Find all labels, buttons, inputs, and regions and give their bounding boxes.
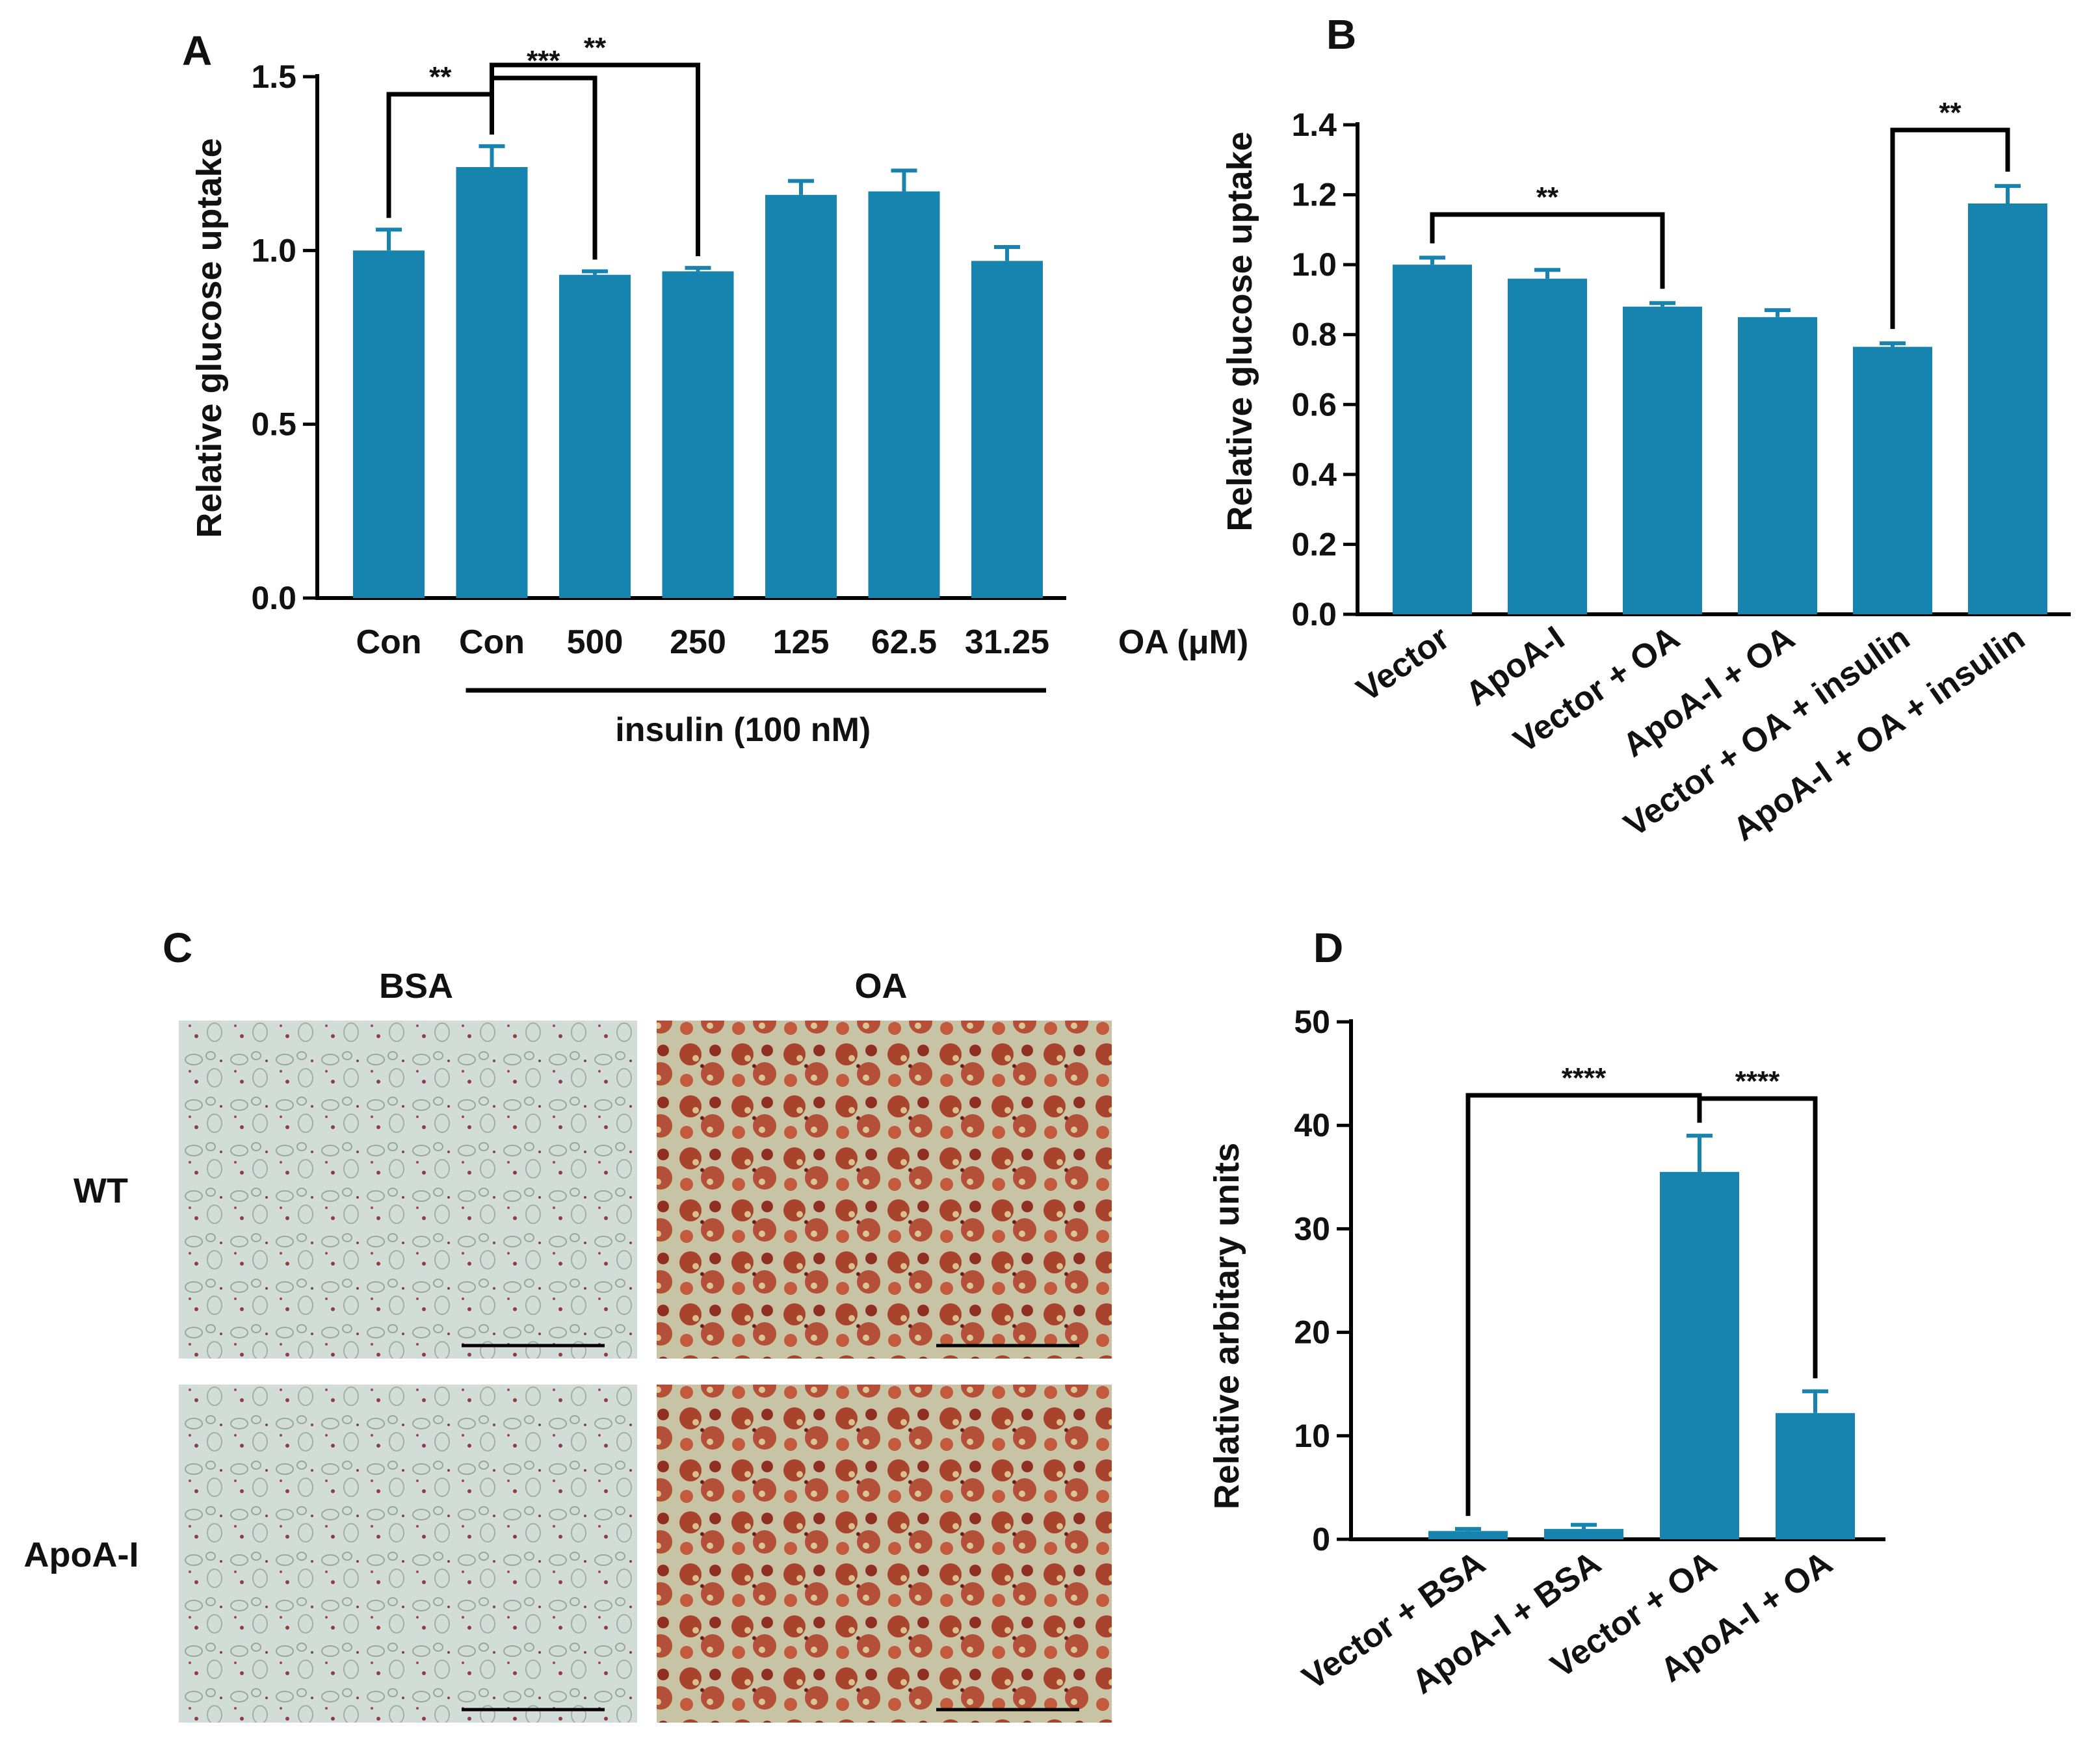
bar xyxy=(1968,203,2047,615)
bar xyxy=(1544,1529,1623,1539)
y-tick-label: 0.0 xyxy=(251,580,296,616)
panel-letter-a: A xyxy=(182,27,212,74)
y-tick-label: 0 xyxy=(1312,1521,1330,1557)
y-axis-label: Relative arbitary units xyxy=(1207,1143,1246,1509)
bar xyxy=(1776,1413,1855,1539)
y-tick-label: 0.6 xyxy=(1291,386,1337,423)
x-tick-label: Con xyxy=(459,623,525,661)
panel-letter-b: B xyxy=(1326,11,1356,58)
bar xyxy=(971,261,1043,599)
bar xyxy=(1623,306,1702,614)
col-label-bsa: BSA xyxy=(379,967,453,1006)
y-axis-label: Relative glucose uptake xyxy=(1220,131,1259,531)
significance-label: ** xyxy=(429,61,452,93)
significance-label: ** xyxy=(1939,97,1962,129)
bar xyxy=(1738,317,1817,614)
significance-label: ** xyxy=(584,32,607,64)
bar xyxy=(662,271,734,598)
micrograph-wt-oa xyxy=(657,1021,1112,1359)
significance-bracket xyxy=(490,62,700,257)
y-tick-label: 0.4 xyxy=(1291,456,1337,493)
row-label-apoa: ApoA-I xyxy=(24,1535,139,1574)
y-tick-label: 30 xyxy=(1294,1210,1330,1247)
x-tick-label: 125 xyxy=(773,623,830,661)
y-tick-label: 1.5 xyxy=(251,59,296,95)
micrograph-apoa-bsa xyxy=(179,1385,637,1723)
y-tick-label: 1.0 xyxy=(251,232,296,268)
significance-bracket xyxy=(1890,127,2010,330)
significance-label: *** xyxy=(527,45,560,77)
chart-a: 0.0 0.5 1.0 1.5 Relative glucose uptake Con Co… xyxy=(190,32,1248,749)
bar xyxy=(1853,346,1932,614)
panel-c-images: BSA OA WT ApoA-I xyxy=(24,967,1112,1723)
x-axis-suffix-label: OA (μM) xyxy=(1118,623,1248,661)
micrograph-apoa-oa xyxy=(657,1385,1112,1723)
insulin-group-label: insulin (100 nM) xyxy=(615,711,871,749)
y-axis-label: Relative glucose uptake xyxy=(190,138,229,538)
significance-bracket xyxy=(1697,1096,1818,1379)
x-tick-label: 31.25 xyxy=(965,623,1049,661)
x-tick-label: 500 xyxy=(567,623,623,661)
chart-b: 0.0 0.2 0.4 0.6 0.8 1.0 1.2 1.4 Relative glucose… xyxy=(1220,97,2071,848)
row-label-wt: WT xyxy=(73,1171,128,1210)
y-tick-label: 0.5 xyxy=(251,406,296,443)
significance-label: ** xyxy=(1536,181,1559,213)
bar xyxy=(1508,278,1587,615)
x-tick-label: 250 xyxy=(670,623,726,661)
bar xyxy=(1428,1531,1508,1539)
bar xyxy=(765,194,837,599)
y-tick-label: 0.0 xyxy=(1291,596,1337,632)
micrograph-wt-bsa xyxy=(179,1021,637,1359)
significance-label: **** xyxy=(1735,1065,1780,1097)
y-tick-label: 20 xyxy=(1294,1314,1330,1351)
y-tick-label: 1.2 xyxy=(1291,177,1337,213)
bar xyxy=(1660,1171,1739,1539)
x-tick-label: Con xyxy=(356,623,421,661)
y-tick-label: 50 xyxy=(1294,1004,1330,1040)
panel-letter-d: D xyxy=(1313,924,1343,971)
panel-letter-c: C xyxy=(163,924,192,971)
y-tick-label: 10 xyxy=(1294,1418,1330,1454)
x-tick-label: Vector xyxy=(1350,619,1456,709)
y-tick-label: 40 xyxy=(1294,1107,1330,1143)
bar xyxy=(559,274,631,598)
bar xyxy=(353,250,425,598)
significance-bracket xyxy=(1430,212,1665,289)
y-tick-label: 1.0 xyxy=(1291,246,1337,283)
bar xyxy=(456,167,528,599)
bar xyxy=(868,191,940,598)
col-label-oa: OA xyxy=(855,967,908,1006)
y-tick-label: 0.8 xyxy=(1291,317,1337,353)
y-tick-label: 1.4 xyxy=(1291,107,1337,143)
x-tick-label: 62.5 xyxy=(871,623,937,661)
y-tick-label: 0.2 xyxy=(1291,526,1337,562)
significance-label: **** xyxy=(1562,1062,1607,1094)
bar xyxy=(1393,265,1472,615)
